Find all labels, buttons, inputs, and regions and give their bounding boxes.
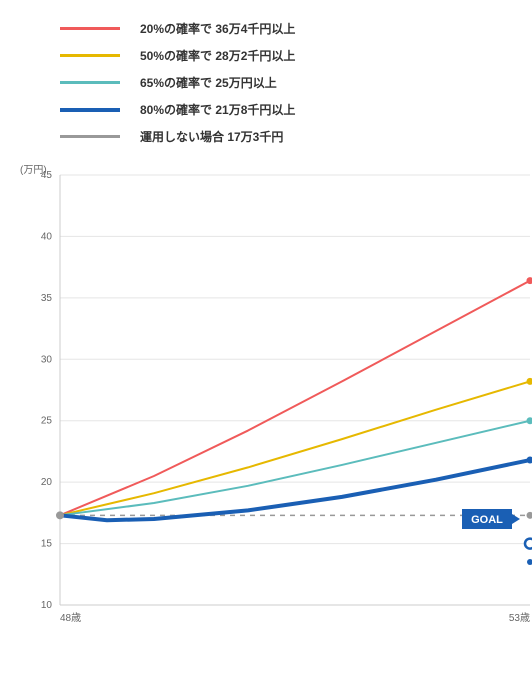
legend-swatch [60, 108, 120, 112]
svg-text:30: 30 [41, 354, 53, 365]
legend-item: 20%の確率で 36万4千円以上 [60, 20, 512, 37]
chart-legend: 20%の確率で 36万4千円以上 50%の確率で 28万2千円以上 65%の確率で … [60, 20, 512, 145]
svg-text:10: 10 [41, 600, 53, 611]
legend-swatch [60, 81, 120, 84]
legend-swatch [60, 135, 120, 138]
legend-item: 50%の確率で 28万2千円以上 [60, 47, 512, 64]
svg-text:25: 25 [41, 416, 53, 427]
y-axis-unit: (万円) [20, 161, 47, 176]
legend-label: 20%の確率で 36万4千円以上 [140, 20, 295, 37]
legend-label: 運用しない場合 17万3千円 [140, 128, 283, 145]
legend-label: 80%の確率で 21万8千円以上 [140, 101, 295, 118]
line-chart: 1015202530354045GOAL48歳53歳 [20, 165, 532, 630]
legend-item: 65%の確率で 25万円以上 [60, 74, 512, 91]
chart-container: (万円) 1015202530354045GOAL48歳53歳 [20, 165, 512, 630]
legend-label: 50%の確率で 28万2千円以上 [140, 47, 295, 64]
svg-text:GOAL: GOAL [471, 514, 503, 526]
svg-text:35: 35 [41, 293, 53, 304]
legend-item: 運用しない場合 17万3千円 [60, 128, 512, 145]
svg-text:15: 15 [41, 539, 53, 550]
legend-label: 65%の確率で 25万円以上 [140, 74, 277, 91]
legend-item: 80%の確率で 21万8千円以上 [60, 101, 512, 118]
svg-text:48歳: 48歳 [60, 612, 81, 624]
legend-swatch [60, 27, 120, 30]
legend-swatch [60, 54, 120, 57]
svg-text:20: 20 [41, 477, 53, 488]
svg-text:53歳: 53歳 [509, 612, 530, 624]
svg-text:40: 40 [41, 231, 53, 242]
